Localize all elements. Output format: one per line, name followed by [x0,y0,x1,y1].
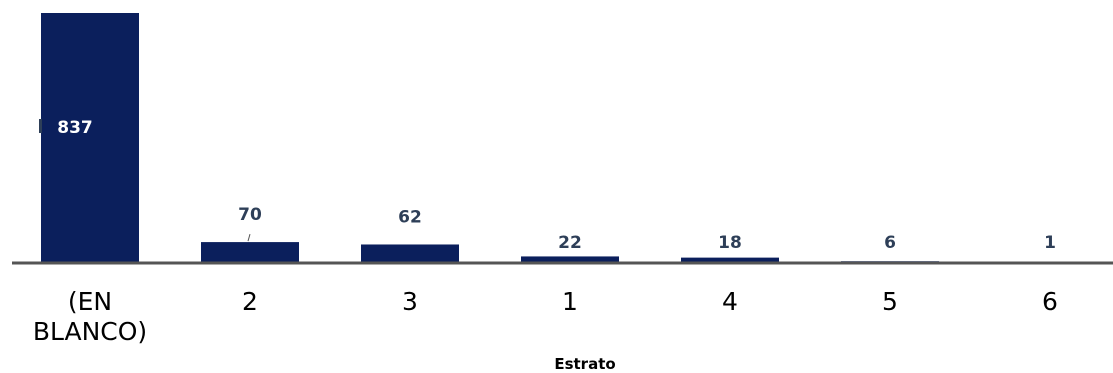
x-axis-title: Estrato [554,355,615,373]
x-tick-label-1: (EN BLANCO) [33,287,147,346]
data-label-2: 70 [238,205,262,225]
data-label-leader-1 [39,119,42,133]
x-tick-labels-layer: (EN BLANCO) 2 3 1 4 5 6 [33,287,1058,346]
x-tick-label-3: 3 [402,287,418,316]
data-label-3: 62 [398,207,422,227]
x-tick-label-5: 4 [722,287,738,316]
data-label-5: 18 [718,233,742,253]
x-tick-label-6: 5 [882,287,898,316]
x-tick-label-line: BLANCO) [33,317,147,346]
x-tick-label-2: 2 [242,287,258,316]
bar-2 [201,242,299,263]
bar-1 [41,13,139,263]
x-tick-label-line: (EN [68,287,112,316]
data-label-leader-2 [247,233,251,242]
bar-4 [521,256,619,263]
value-labels-layer: 837 70 62 22 18 6 1 [39,118,1056,253]
data-label-1: 837 [57,118,93,138]
bars-layer [41,13,1099,263]
x-tick-label-7: 6 [1042,287,1058,316]
data-label-7: 1 [1044,233,1056,253]
bar-3 [361,244,459,263]
bar-5 [681,257,779,263]
data-label-4: 22 [558,233,582,253]
data-label-6: 6 [884,233,896,253]
x-tick-label-4: 1 [562,287,578,316]
